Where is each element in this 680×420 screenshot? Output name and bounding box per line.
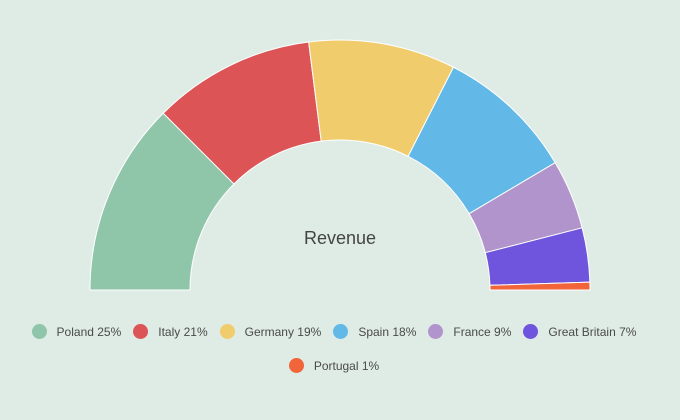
legend-item-great-britain[interactable]: Great Britain 7% bbox=[523, 324, 636, 339]
legend-item-germany[interactable]: Germany 19% bbox=[219, 324, 322, 339]
legend-row-2: Portugal 1% bbox=[0, 358, 680, 373]
legend-label-italy: Italy 21% bbox=[158, 324, 208, 339]
legend-swatch-italy bbox=[133, 324, 149, 339]
legend-label-portugal: Portugal 1% bbox=[313, 358, 380, 373]
legend-swatch-germany bbox=[219, 324, 235, 339]
chart-slices bbox=[89, 39, 591, 291]
legend-item-spain[interactable]: Spain 18% bbox=[333, 324, 416, 339]
legend-label-spain: Spain 18% bbox=[358, 324, 417, 339]
legend-label-france: France 9% bbox=[453, 324, 512, 339]
legend-item-france[interactable]: France 9% bbox=[428, 324, 511, 339]
legend-label-poland: Poland 25% bbox=[56, 324, 122, 339]
chart-title: Revenue bbox=[304, 228, 376, 248]
legend-label-great-britain: Great Britain 7% bbox=[548, 324, 637, 339]
legend-row-1: Poland 25% Italy 21% Germany 19% Spain 1… bbox=[0, 324, 680, 339]
legend-swatch-great-britain bbox=[523, 324, 539, 339]
legend-swatch-portugal bbox=[288, 358, 304, 373]
legend-item-poland[interactable]: Poland 25% bbox=[31, 324, 122, 339]
legend-item-italy[interactable]: Italy 21% bbox=[133, 324, 208, 339]
legend-label-germany: Germany 19% bbox=[244, 324, 322, 339]
legend-swatch-france bbox=[428, 324, 444, 339]
legend-item-portugal[interactable]: Portugal 1% bbox=[288, 358, 380, 373]
legend-swatch-poland bbox=[31, 324, 47, 339]
legend-swatch-spain bbox=[333, 324, 349, 339]
slice-portugal[interactable] bbox=[489, 281, 591, 291]
